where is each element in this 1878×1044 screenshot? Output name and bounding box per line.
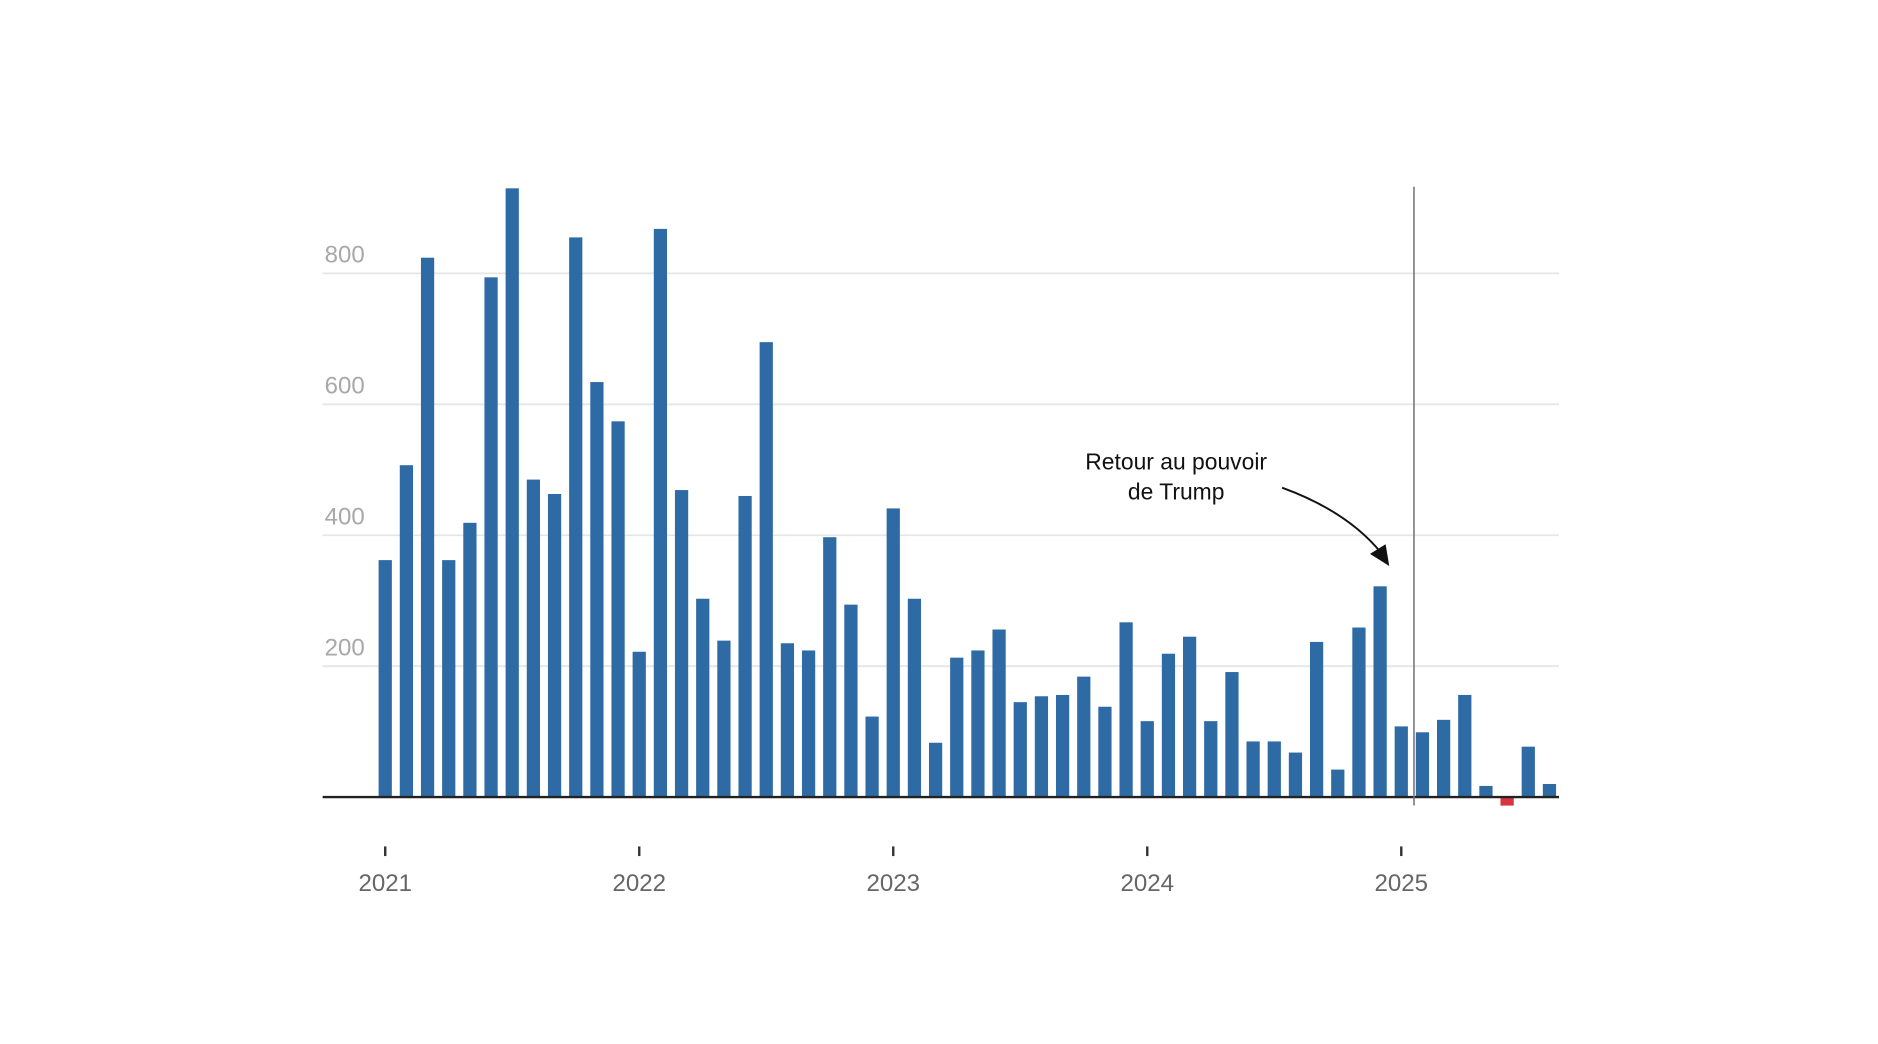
y-tick-label: 600 xyxy=(325,372,365,399)
bar xyxy=(1246,741,1260,798)
bar xyxy=(1119,622,1133,798)
bar xyxy=(1500,797,1514,806)
bar xyxy=(590,382,604,798)
y-tick-label: 400 xyxy=(325,503,365,530)
bar xyxy=(1034,696,1049,798)
bar xyxy=(1140,721,1154,798)
bar xyxy=(484,277,498,798)
x-tick-label: 2021 xyxy=(358,870,412,897)
bar xyxy=(1013,702,1027,798)
bar xyxy=(823,537,837,798)
y-tick-label: 200 xyxy=(325,634,365,661)
bar xyxy=(505,188,519,798)
x-tick-label: 2023 xyxy=(866,870,920,897)
bar xyxy=(1309,641,1324,798)
bar xyxy=(1182,636,1197,798)
bar xyxy=(992,629,1006,798)
bar xyxy=(1098,706,1112,798)
bar xyxy=(971,650,985,798)
annotation: Retour au pouvoir de Trump xyxy=(1085,449,1390,566)
bar xyxy=(653,228,668,798)
bar xyxy=(1479,785,1493,798)
x-axis: 2021 2022 2023 2024 2025 xyxy=(358,846,1428,897)
annotation-arrow xyxy=(1281,486,1383,555)
bar xyxy=(1415,732,1430,798)
bar xyxy=(632,651,646,798)
bar xyxy=(1161,653,1176,798)
bar xyxy=(738,495,752,798)
y-axis-labels: 200 400 600 800 xyxy=(325,242,365,662)
bar xyxy=(1055,694,1070,798)
bar xyxy=(611,421,625,798)
bar xyxy=(569,237,583,798)
bar xyxy=(801,650,816,798)
bar xyxy=(1267,741,1281,798)
bar xyxy=(759,342,773,798)
bar xyxy=(950,657,964,798)
bar xyxy=(399,465,414,798)
bar xyxy=(1394,726,1408,798)
bar xyxy=(844,604,858,798)
bar xyxy=(1521,746,1535,798)
arrow-head-icon xyxy=(1369,544,1390,566)
bar xyxy=(1288,752,1303,798)
bar xyxy=(886,508,900,798)
bar xyxy=(907,598,922,798)
bar xyxy=(526,479,541,798)
x-tick-label: 2022 xyxy=(612,870,666,897)
bar xyxy=(547,494,562,798)
bar xyxy=(1331,769,1345,798)
bar xyxy=(1373,586,1387,798)
bar xyxy=(865,716,879,798)
bar xyxy=(1077,676,1091,798)
bar xyxy=(696,598,710,798)
bar xyxy=(378,560,392,798)
bar xyxy=(1225,672,1239,798)
x-tick-label: 2024 xyxy=(1120,870,1174,897)
bar xyxy=(1352,627,1366,798)
bar xyxy=(717,640,731,798)
bar xyxy=(1204,721,1218,798)
x-tick-label: 2025 xyxy=(1375,870,1429,897)
bar xyxy=(420,257,435,798)
bar xyxy=(780,643,795,798)
bar xyxy=(1458,694,1472,798)
bar xyxy=(1436,719,1451,798)
bar xyxy=(928,742,943,798)
y-tick-label: 800 xyxy=(325,242,365,269)
annotation-line-2: de Trump xyxy=(1128,479,1225,505)
annotation-line-1: Retour au pouvoir xyxy=(1085,449,1267,475)
bar xyxy=(442,560,456,798)
bar xyxy=(1542,783,1557,798)
bar xyxy=(463,522,477,798)
bar xyxy=(674,490,689,798)
bars xyxy=(378,188,1557,806)
